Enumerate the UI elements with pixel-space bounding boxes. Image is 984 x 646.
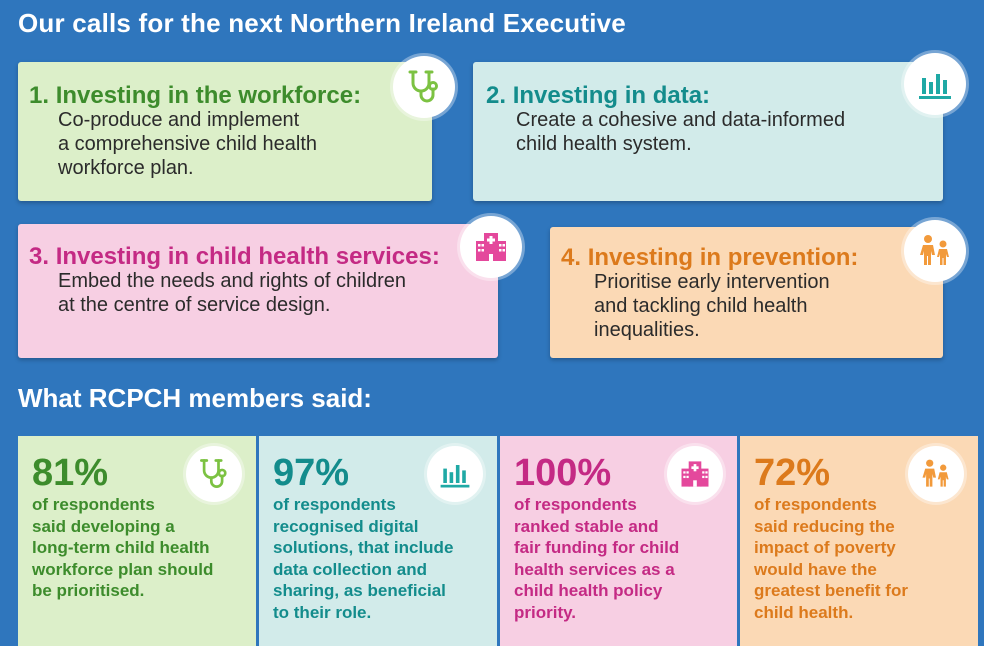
stethoscope-icon: [393, 56, 455, 118]
call-heading: 1. Investing in the workforce:: [29, 82, 361, 110]
call-heading-text: Investing in data:: [512, 82, 711, 109]
stat-text: of respondents ranked stable and fair fu…: [514, 495, 680, 622]
call-card-data: 2. Investing in data: Create a cohesive …: [473, 62, 943, 201]
stat-text: of respondents said reducing the impact …: [754, 495, 908, 622]
hospital-icon: [460, 216, 522, 278]
stat-percentage: 72%: [754, 452, 831, 494]
stethoscope-icon: [186, 446, 242, 502]
call-body: Co-produce and implement a comprehensive…: [58, 109, 318, 179]
family-icon: [908, 446, 964, 502]
bar-chart-icon: [904, 53, 966, 115]
call-number: 2.: [486, 82, 507, 109]
page-title: Our calls for the next Northern Ireland …: [18, 8, 626, 38]
call-number: 3.: [29, 243, 50, 270]
bar-chart-icon: [427, 446, 483, 502]
call-body: Create a cohesive and data-informed chil…: [516, 109, 846, 155]
stat-percentage: 97%: [273, 452, 350, 494]
call-heading-text: Investing in the workforce:: [55, 82, 362, 109]
call-card-prevention: 4. Investing in prevention: Prioritise e…: [550, 227, 943, 358]
stat-percentage: 100%: [514, 452, 612, 494]
stat-text: of respondents recognised digital soluti…: [273, 495, 454, 622]
call-heading: 2. Investing in data:: [486, 82, 710, 110]
members-title: What RCPCH members said:: [18, 383, 372, 413]
stat-card-data: 97% of respondents recognised digital so…: [259, 436, 497, 646]
call-body: Prioritise early intervention and tackli…: [594, 271, 830, 341]
call-heading-text: Investing in child health services:: [55, 243, 440, 270]
stat-card-workforce: 81% of respondents said developing a lon…: [18, 436, 256, 646]
hospital-icon: [667, 446, 723, 502]
call-body: Embed the needs and rights of children a…: [58, 270, 406, 316]
call-number: 1.: [29, 82, 50, 109]
stat-card-services: 100% of respondents ranked stable and fa…: [500, 436, 737, 646]
call-heading: 3. Investing in child health services:: [29, 243, 440, 271]
stat-text: of respondents said developing a long-te…: [32, 495, 214, 600]
call-number: 4.: [561, 244, 582, 271]
call-card-workforce: 1. Investing in the workforce: Co-produc…: [18, 62, 432, 201]
family-icon: [904, 220, 966, 282]
stat-card-prevention: 72% of respondents said reducing the imp…: [740, 436, 978, 646]
stat-percentage: 81%: [32, 452, 109, 494]
call-heading: 4. Investing in prevention:: [561, 244, 858, 272]
call-heading-text: Investing in prevention:: [587, 244, 859, 271]
call-card-services: 3. Investing in child health services: E…: [18, 224, 498, 358]
